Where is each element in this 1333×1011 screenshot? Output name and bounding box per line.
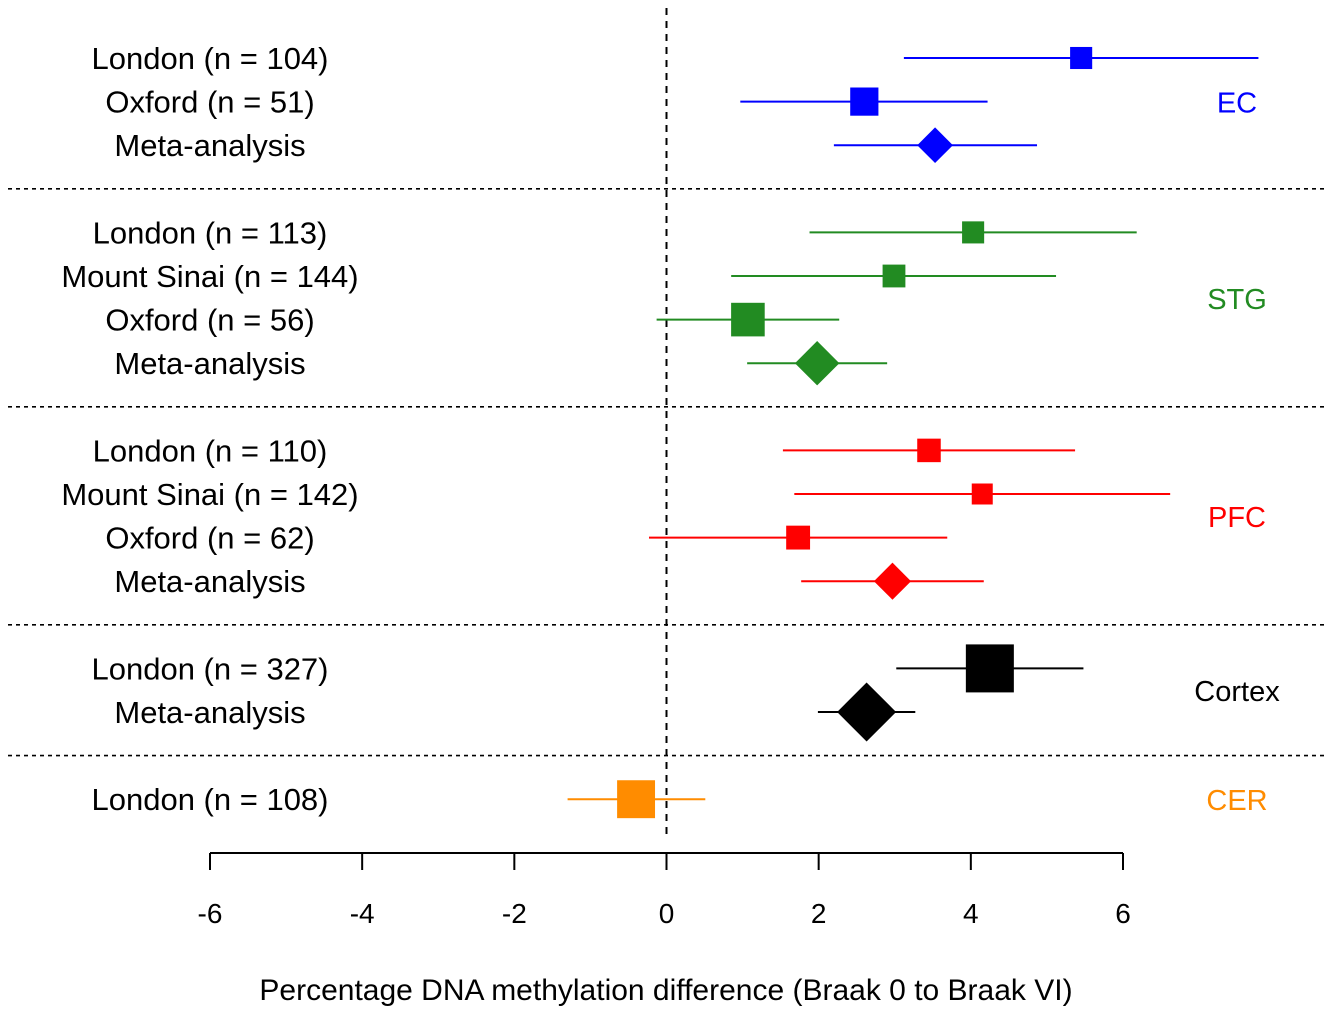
study-estimate-square (850, 87, 879, 116)
row-label: London (n = 327) (92, 651, 329, 686)
row-pfc-oxford-n-62: Oxford (n = 62) (105, 521, 948, 556)
row-label: Oxford (n = 51) (105, 85, 314, 120)
row-label: Oxford (n = 62) (105, 521, 314, 556)
pooled-estimate-diamond (917, 127, 953, 164)
row-label: Mount Sinai (n = 142) (61, 477, 358, 512)
study-estimate-square (971, 483, 993, 505)
x-tick-label: 6 (1115, 898, 1131, 929)
row-ec-meta-analysis: Meta-analysis (114, 127, 1038, 164)
row-stg-meta-analysis: Meta-analysis (114, 341, 888, 386)
row-pfc-meta-analysis: Meta-analysis (114, 562, 984, 600)
study-estimate-square (786, 525, 811, 550)
row-stg-oxford-n-56: Oxford (n = 56) (105, 302, 840, 338)
study-estimate-square (617, 780, 656, 819)
row-label: Meta-analysis (114, 695, 305, 730)
study-estimate-square (917, 438, 941, 463)
row-stg-london-n-113: London (n = 113) (93, 215, 1137, 250)
row-pfc-mount-sinai-n-142: Mount Sinai (n = 142) (61, 477, 1171, 512)
row-cortex-meta-analysis: Meta-analysis (114, 682, 916, 742)
region-label-cortex: Cortex (1194, 676, 1280, 708)
region-label-cer: CER (1206, 785, 1267, 817)
study-estimate-square (1070, 46, 1093, 70)
row-ec-london-n-104: London (n = 104) (92, 41, 1259, 76)
row-label: Meta-analysis (114, 564, 305, 599)
row-cer-london-n-108: London (n = 108) (92, 780, 706, 819)
region-labels: EC STG PFC Cortex CER (1194, 88, 1280, 818)
x-axis: -6 -4 -2 0 2 4 6 (198, 852, 1131, 929)
row-label: London (n = 110) (93, 433, 328, 468)
study-estimate-square (882, 264, 906, 288)
x-tick-label: 4 (963, 898, 979, 929)
row-ec-oxford-n-51: Oxford (n = 51) (105, 85, 988, 120)
row-label: Meta-analysis (114, 346, 305, 381)
row-stg-mount-sinai-n-144: Mount Sinai (n = 144) (61, 259, 1057, 294)
x-axis-title: Percentage DNA methylation difference (B… (259, 974, 1072, 1007)
row-label: London (n = 113) (93, 215, 328, 250)
row-cortex-london-n-327: London (n = 327) (92, 644, 1084, 693)
x-tick-label: -6 (198, 898, 223, 929)
row-pfc-london-n-110: London (n = 110) (93, 433, 1076, 468)
region-label-stg: STG (1207, 284, 1267, 316)
x-tick-label: 2 (811, 898, 827, 929)
row-label: Mount Sinai (n = 144) (61, 259, 358, 294)
study-rows: London (n = 104) Oxford (n = 51) Meta-anal… (61, 41, 1259, 819)
study-estimate-square (965, 644, 1014, 693)
study-estimate-square (731, 302, 765, 337)
pooled-estimate-diamond (837, 682, 897, 742)
region-label-pfc: PFC (1208, 502, 1266, 534)
row-label: Meta-analysis (114, 128, 305, 163)
pooled-estimate-diamond (794, 341, 840, 386)
row-label: London (n = 108) (92, 782, 329, 817)
row-label: Oxford (n = 56) (105, 303, 314, 338)
study-estimate-square (962, 221, 985, 244)
x-tick-label: -4 (350, 898, 375, 929)
region-label-ec: EC (1217, 88, 1257, 120)
row-label: London (n = 104) (92, 41, 329, 76)
x-tick-label: 0 (659, 898, 675, 929)
x-tick-label: -2 (502, 898, 527, 929)
pooled-estimate-diamond (873, 562, 912, 600)
